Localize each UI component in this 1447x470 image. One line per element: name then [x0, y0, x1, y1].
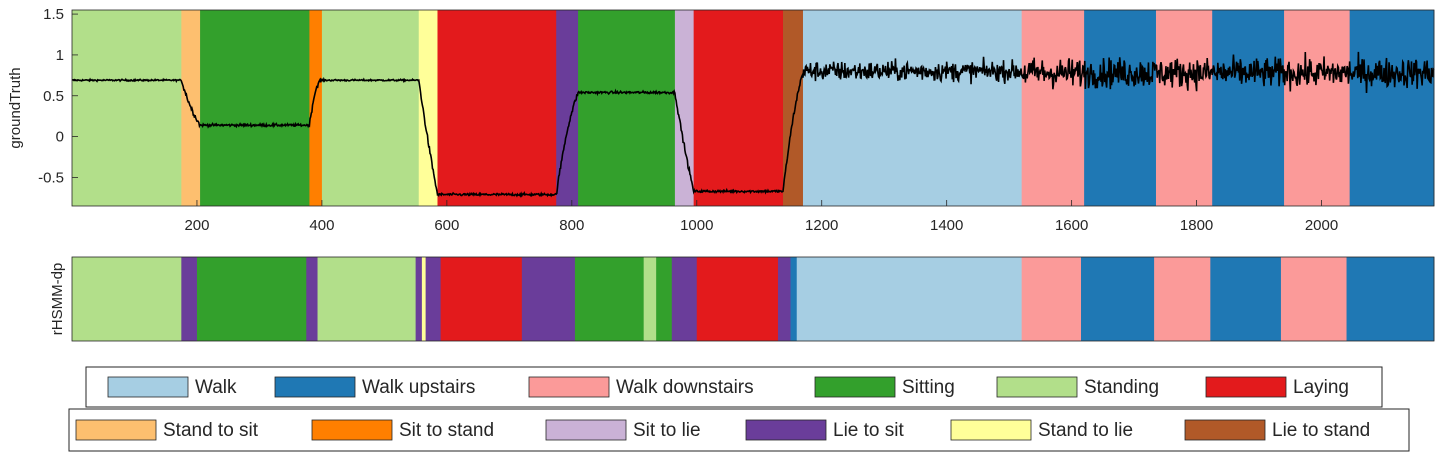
legend-swatch-walk-upstairs: [274, 376, 356, 398]
ground-truth-segment-sit-to-lie: [674, 10, 695, 206]
ground-truth-segment-lie-to-sit: [556, 10, 579, 206]
ground-truth-signal-line: [71, 51, 1435, 198]
ground-truth-segment-laying: [437, 10, 557, 206]
legend-label-stand-to-sit: Stand to sit: [163, 420, 259, 441]
legend-row-1: Walk Walk upstairs Walk downstairs Sitting S…: [107, 376, 1349, 398]
legend-swatch-sit-to-lie: [545, 419, 627, 441]
ground-truth-x-ticks: 200 400 600 800 1000 1200 1400 1600 1800 2000: [184, 200, 1338, 234]
rhsmm-dp-segment-lie-to-sit: [671, 257, 698, 341]
rhsmm-dp-segment-walk-upstairs: [790, 257, 798, 341]
rhsmm-dp-segment-lie-to-sit: [777, 257, 791, 341]
rhsmm-dp-segment-laying: [696, 257, 779, 341]
rhsmm-dp-segment-walk-downstairs: [1021, 257, 1082, 341]
y-tick-label: -0.5: [38, 169, 64, 186]
legend-swatch-sit-to-stand: [311, 419, 393, 441]
rhsmm-dp-segment-sitting: [574, 257, 645, 341]
rhsmm-dp-segment-lie-to-sit: [425, 257, 442, 341]
legend-label-sitting: Sitting: [902, 377, 955, 398]
legend-swatch-stand-to-lie: [950, 419, 1032, 441]
ground-truth-segment-laying: [693, 10, 784, 206]
rhsmm-dp-plot: rHSMM-dp: [49, 256, 1435, 342]
rhsmm-dp-segment-lie-to-sit: [306, 257, 318, 341]
legend-label-lie-to-stand: Lie to stand: [1272, 420, 1370, 441]
legend-label-standing: Standing: [1084, 377, 1159, 398]
legend-label-walk-upstairs: Walk upstairs: [362, 377, 475, 398]
ground-truth-segment-sitting: [200, 10, 310, 206]
x-tick-label: 1200: [805, 217, 838, 234]
rhsmm-dp-segment-sitting: [656, 257, 673, 341]
legend-swatch-walk-downstairs: [528, 376, 610, 398]
ground-truth-segments: [72, 10, 1435, 206]
x-tick-label: 1400: [930, 217, 963, 234]
ground-truth-segment-walk: [802, 10, 1023, 206]
legend-label-walk: Walk: [195, 377, 237, 398]
ground-truth-segment-walk-upstairs: [1212, 10, 1285, 206]
legend: Walk Walk upstairs Walk downstairs Sitting S…: [68, 366, 1410, 452]
legend-swatch-walk: [107, 376, 189, 398]
y-tick-label: 1: [56, 47, 64, 64]
ground-truth-segment-standing: [321, 10, 420, 206]
x-tick-label: 1600: [1055, 217, 1088, 234]
ground-truth-axes-box: [71, 9, 1435, 207]
rhsmm-dp-segment-walk-downstairs: [1280, 257, 1347, 341]
x-tick-label: 1800: [1180, 217, 1213, 234]
rhsmm-dp-segment-lie-to-sit: [415, 257, 423, 341]
rhsmm-dp-segment-walk-upstairs: [1081, 257, 1155, 341]
legend-label-stand-to-lie: Stand to lie: [1038, 420, 1133, 441]
ground-truth-segment-sitting: [578, 10, 676, 206]
y-tick-label: 1.5: [43, 6, 64, 23]
rhsmm-dp-segment-walk-downstairs: [1154, 257, 1211, 341]
x-tick-label: 400: [309, 217, 334, 234]
legend-label-laying: Laying: [1293, 377, 1349, 398]
y-tick-label: 0: [56, 129, 64, 146]
legend-label-sit-to-lie: Sit to lie: [633, 420, 701, 441]
legend-swatch-sitting: [814, 376, 896, 398]
rhsmm-dp-segment-walk-upstairs: [1210, 257, 1282, 341]
ground-truth-segment-standing: [72, 10, 182, 206]
rhsmm-dp-segment-standing: [317, 257, 417, 341]
legend-label-sit-to-stand: Sit to stand: [399, 420, 494, 441]
legend-swatch-lie-to-stand: [1184, 419, 1266, 441]
ground-truth-plot: 1.5 1 0.5 0 -0.5 200 400 600 800 1000 1200 1400 160…: [7, 6, 1435, 234]
x-tick-label: 1000: [680, 217, 713, 234]
rhsmm-dp-y-axis-label: rHSMM-dp: [49, 263, 66, 336]
rhsmm-dp-segment-stand-to-lie: [421, 257, 427, 341]
rhsmm-dp-segment-walk: [796, 257, 1023, 341]
legend-swatch-lie-to-sit: [745, 419, 827, 441]
legend-swatch-standing: [996, 376, 1078, 398]
rhsmm-dp-segment-lie-to-sit: [181, 257, 198, 341]
rhsmm-dp-segment-sitting: [196, 257, 307, 341]
x-tick-label: 200: [184, 217, 209, 234]
rhsmm-dp-segments: [72, 257, 1435, 341]
y-tick-label: 0.5: [43, 88, 64, 105]
rhsmm-dp-segment-standing: [72, 257, 182, 341]
ground-truth-segment-walk-downstairs: [1155, 10, 1213, 206]
ground-truth-segment-walk-downstairs: [1021, 10, 1085, 206]
x-tick-label: 2000: [1305, 217, 1338, 234]
x-tick-label: 800: [559, 217, 584, 234]
legend-label-walk-downstairs: Walk downstairs: [616, 377, 754, 398]
rhsmm-dp-axes-box: [71, 256, 1435, 342]
rhsmm-dp-segment-standing: [643, 257, 657, 341]
legend-label-lie-to-sit: Lie to sit: [833, 420, 904, 441]
rhsmm-dp-segment-walk-upstairs: [1346, 257, 1435, 341]
legend-swatch-stand-to-sit: [75, 419, 157, 441]
ground-truth-segment-walk-upstairs: [1084, 10, 1157, 206]
legend-swatch-laying: [1205, 376, 1287, 398]
ground-truth-y-axis-label: groundTruth: [7, 67, 24, 148]
ground-truth-segment-lie-to-stand: [782, 10, 804, 206]
legend-row-2: Stand to sit Sit to stand Sit to lie Lie to…: [75, 419, 1370, 441]
x-tick-label: 600: [434, 217, 459, 234]
rhsmm-dp-segment-lie-to-sit: [521, 257, 576, 341]
ground-truth-segment-walk-upstairs: [1349, 10, 1435, 206]
ground-truth-segment-stand-to-lie: [418, 10, 438, 206]
rhsmm-dp-segment-laying: [440, 257, 523, 341]
ground-truth-y-ticks: 1.5 1 0.5 0 -0.5: [38, 6, 78, 186]
ground-truth-segment-sit-to-stand: [309, 10, 323, 206]
ground-truth-segment-walk-downstairs: [1284, 10, 1351, 206]
